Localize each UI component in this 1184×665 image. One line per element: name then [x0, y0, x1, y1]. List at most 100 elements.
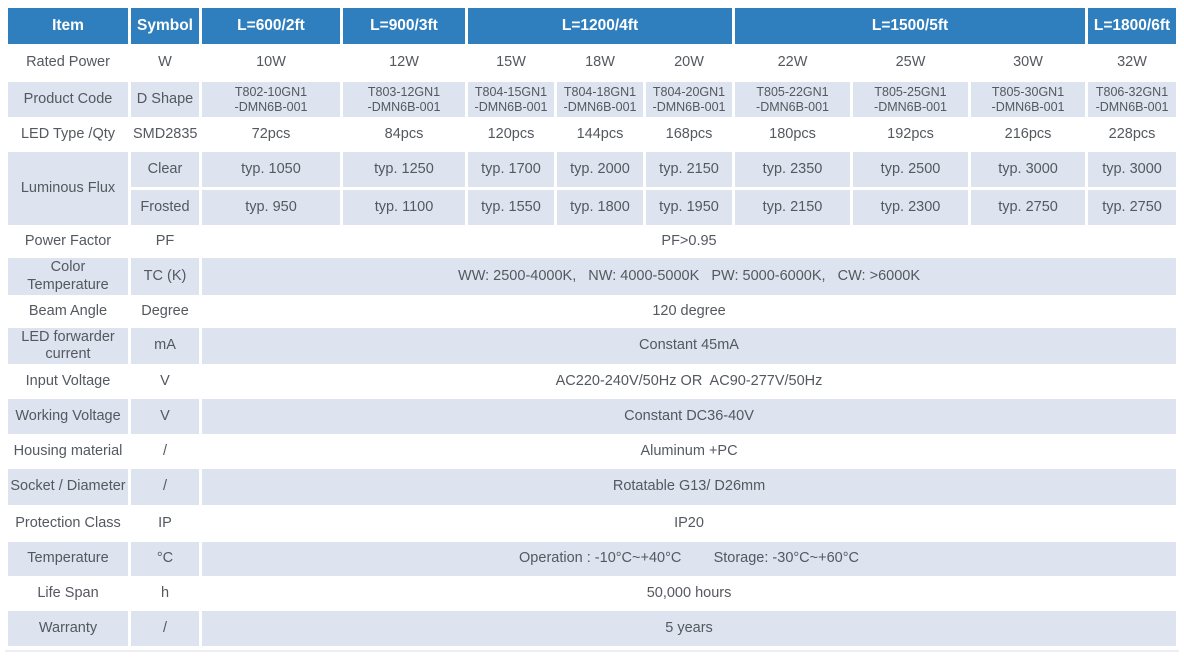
product-code-value: T804-20GN1 -DMN6B-001	[646, 82, 733, 117]
row-symbol-temperature: °C	[131, 542, 199, 576]
row-symbol-protection-class: IP	[158, 514, 172, 531]
row-symbol-luminous-clear: Clear	[131, 152, 199, 187]
row-symbol-housing-material: /	[162, 442, 168, 459]
lumen-frosted-value: typ. 2750	[971, 190, 1086, 225]
product-code-value: T805-22GN1 -DMN6B-001	[735, 82, 851, 117]
row-symbol-product-code: D Shape	[131, 82, 199, 117]
working-voltage-value: Constant DC36-40V	[202, 399, 1177, 434]
led-qty-value: 168pcs	[665, 125, 713, 142]
rated-power-value: 20W	[674, 54, 704, 71]
led-forwarder-current-value: Constant 45mA	[202, 328, 1177, 364]
product-code-value: T802-10GN1 -DMN6B-001	[202, 82, 340, 117]
row-symbol-working-voltage: V	[131, 399, 199, 434]
row-label-rated-power: Rated Power	[26, 54, 110, 71]
bottom-divider	[5, 650, 1179, 652]
row-led-forwarder-current: LED forwarder current mA Constant 45mA	[8, 328, 1177, 364]
row-label-warranty: Warranty	[8, 611, 128, 646]
row-label-led-forwarder-current: LED forwarder current	[8, 328, 128, 364]
socket-diameter-value: Rotatable G13/ D26mm	[202, 469, 1177, 505]
temperature-value: Operation : -10°C~+40°C Storage: -30°C~+…	[202, 542, 1177, 576]
row-symbol-power-factor: PF	[155, 232, 175, 249]
product-code-value: T804-15GN1 -DMN6B-001	[468, 82, 554, 117]
lumen-clear-value: typ. 1050	[202, 152, 340, 187]
product-code-value: T805-30GN1 -DMN6B-001	[971, 82, 1086, 117]
lumen-frosted-value: typ. 1550	[468, 190, 554, 225]
header-group-900: L=900/3ft	[343, 8, 465, 44]
row-luminous-flux-frosted: Frosted typ. 950 typ. 1100 typ. 1550 typ…	[8, 190, 1177, 225]
led-qty-value: 180pcs	[769, 125, 816, 142]
row-label-product-code: Product Code	[8, 82, 128, 117]
lumen-frosted-value: typ. 2750	[1088, 190, 1177, 225]
row-symbol-led-type: SMD2835	[133, 125, 198, 142]
header-group-1500: L=1500/5ft	[735, 8, 1086, 44]
row-label-protection-class: Protection Class	[15, 514, 121, 531]
rated-power-value: 10W	[256, 54, 286, 71]
led-qty-value: 192pcs	[887, 125, 934, 142]
lumen-frosted-value: typ. 2150	[735, 190, 851, 225]
row-symbol-beam-angle: Degree	[141, 302, 189, 319]
row-working-voltage: Working Voltage V Constant DC36-40V	[8, 399, 1177, 434]
header-group-600: L=600/2ft	[202, 8, 340, 44]
row-label-working-voltage: Working Voltage	[8, 399, 128, 434]
warranty-value: 5 years	[202, 611, 1177, 646]
housing-material-value: Aluminum +PC	[640, 442, 738, 459]
rated-power-value: 15W	[496, 54, 526, 71]
rated-power-value: 25W	[895, 54, 926, 71]
row-label-luminous-flux: Luminous Flux	[8, 152, 128, 225]
header-item: Item	[8, 8, 128, 44]
lumen-frosted-value: typ. 1800	[557, 190, 643, 225]
rated-power-value: 30W	[1013, 54, 1043, 71]
row-label-life-span: Life Span	[37, 584, 99, 601]
row-led-type: LED Type /Qty SMD2835 72pcs 84pcs 120pcs…	[8, 120, 1176, 149]
header-row: Item Symbol L=600/2ft L=900/3ft L=1200/4…	[8, 8, 1177, 44]
row-power-factor: Power Factor PF PF>0.95	[8, 228, 1176, 255]
row-symbol-color-temperature: TC (K)	[131, 258, 199, 295]
product-code-value: T804-18GN1 -DMN6B-001	[557, 82, 643, 117]
header-group-1800: L=1800/6ft	[1088, 8, 1177, 44]
led-qty-value: 216pcs	[1004, 125, 1052, 142]
product-code-value: T806-32GN1 -DMN6B-001	[1088, 82, 1177, 117]
lumen-frosted-value: typ. 1100	[343, 190, 465, 225]
row-symbol-socket-diameter: /	[131, 469, 199, 505]
row-temperature: Temperature °C Operation : -10°C~+40°C S…	[8, 542, 1177, 576]
row-symbol-luminous-frosted: Frosted	[131, 190, 199, 225]
header-group-1200: L=1200/4ft	[468, 8, 733, 44]
row-rated-power: Rated Power W 10W 12W 15W 18W 20W 22W 25…	[8, 47, 1176, 79]
row-socket-diameter: Socket / Diameter / Rotatable G13/ D26mm	[8, 469, 1177, 505]
lumen-frosted-value: typ. 1950	[646, 190, 733, 225]
row-warranty: Warranty / 5 years	[8, 611, 1177, 646]
row-symbol-life-span: h	[160, 584, 170, 601]
row-label-color-temperature: Color Temperature	[8, 258, 128, 295]
row-label-temperature: Temperature	[8, 542, 128, 576]
lumen-frosted-value: typ. 950	[202, 190, 340, 225]
row-protection-class: Protection Class IP IP20	[8, 508, 1176, 539]
rated-power-value: 12W	[389, 54, 419, 71]
power-factor-value: PF>0.95	[661, 232, 717, 249]
input-voltage-value: AC220-240V/50Hz OR AC90-277V/50Hz	[555, 372, 823, 389]
row-label-beam-angle: Beam Angle	[28, 302, 108, 319]
led-qty-value: 120pcs	[487, 125, 535, 142]
led-qty-value: 72pcs	[251, 125, 291, 142]
lumen-clear-value: typ. 2150	[646, 152, 733, 187]
lumen-clear-value: typ. 1250	[343, 152, 465, 187]
row-symbol-rated-power: W	[158, 54, 172, 71]
lumen-frosted-value: typ. 2300	[853, 190, 969, 225]
lumen-clear-value: typ. 3000	[1088, 152, 1177, 187]
rated-power-value: 32W	[1117, 54, 1147, 71]
product-code-value: T803-12GN1 -DMN6B-001	[343, 82, 465, 117]
row-beam-angle: Beam Angle Degree 120 degree	[8, 298, 1176, 325]
row-luminous-flux-clear: Luminous Flux Clear typ. 1050 typ. 1250 …	[8, 152, 1177, 225]
protection-class-value: IP20	[674, 514, 704, 531]
row-label-input-voltage: Input Voltage	[25, 372, 111, 389]
lumen-clear-value: typ. 3000	[971, 152, 1086, 187]
lumen-clear-value: typ. 2000	[557, 152, 643, 187]
rated-power-value: 18W	[585, 54, 615, 71]
rated-power-value: 22W	[777, 54, 808, 71]
led-qty-value: 228pcs	[1108, 125, 1156, 142]
row-symbol-input-voltage: V	[160, 372, 170, 389]
lumen-clear-value: typ. 2350	[735, 152, 851, 187]
row-label-socket-diameter: Socket / Diameter	[8, 469, 128, 505]
row-color-temperature: Color Temperature TC (K) WW: 2500-4000K,…	[8, 258, 1177, 295]
life-span-value: 50,000 hours	[646, 584, 732, 601]
row-input-voltage: Input Voltage V AC220-240V/50Hz OR AC90-…	[8, 367, 1176, 396]
